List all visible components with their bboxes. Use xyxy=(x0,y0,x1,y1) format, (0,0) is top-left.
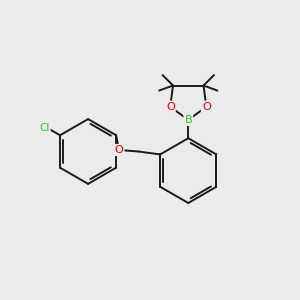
Text: Cl: Cl xyxy=(39,123,50,133)
Text: O: O xyxy=(202,102,211,112)
Text: O: O xyxy=(166,102,175,112)
Text: B: B xyxy=(184,115,192,125)
Text: O: O xyxy=(115,145,123,155)
